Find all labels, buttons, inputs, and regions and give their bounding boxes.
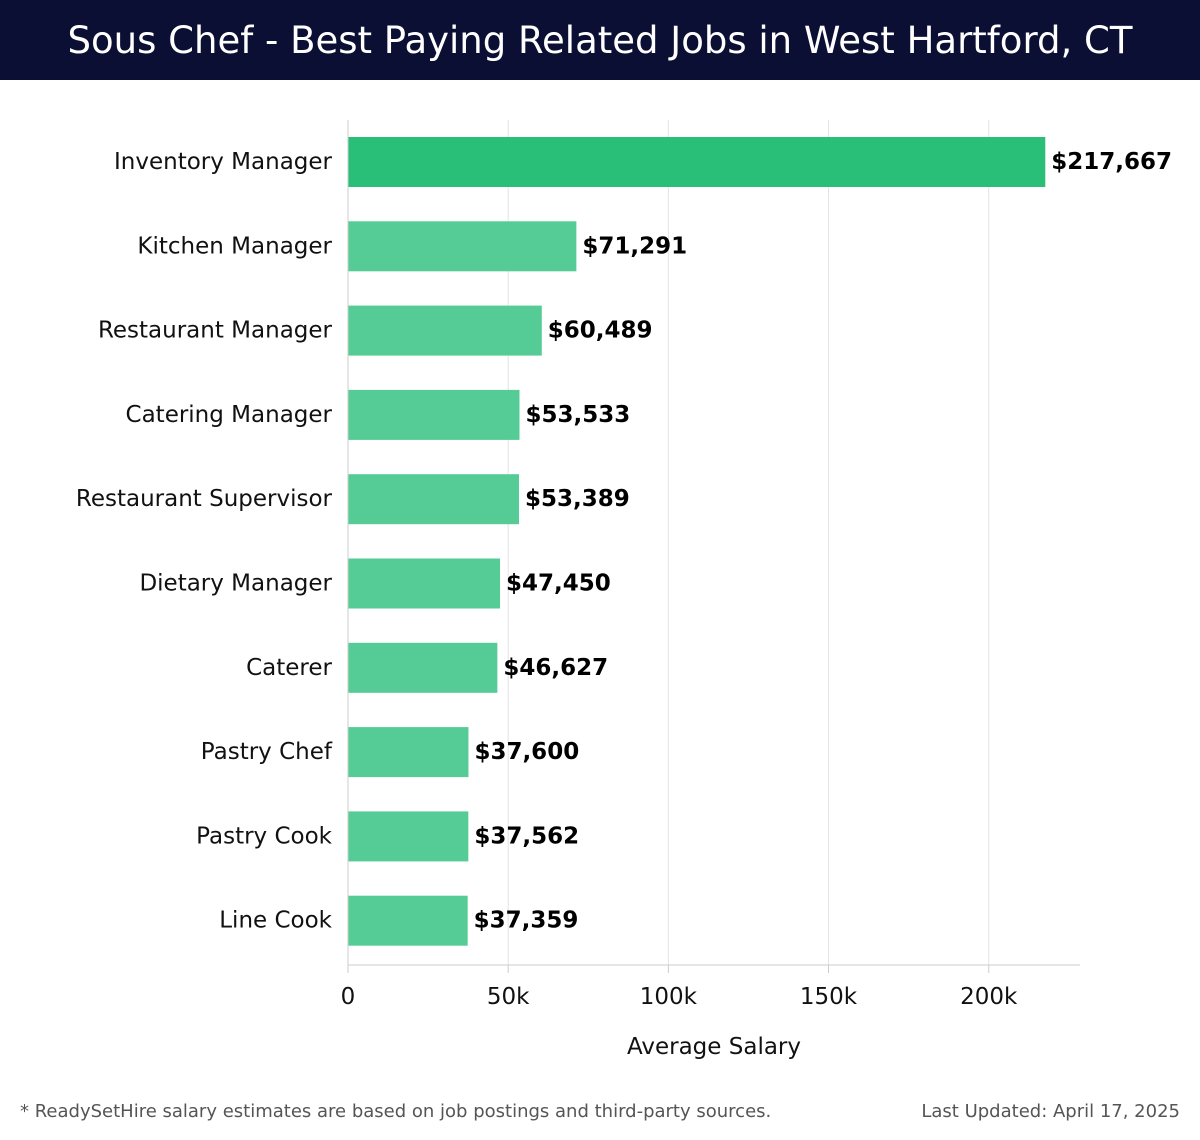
- x-tick-label: 150k: [800, 984, 858, 1010]
- category-label: Caterer: [246, 655, 332, 681]
- bar: [348, 305, 542, 356]
- x-tick-label: 100k: [640, 984, 698, 1010]
- bar: [348, 642, 498, 693]
- category-label: Restaurant Manager: [98, 318, 333, 344]
- x-tick-label: 200k: [960, 984, 1018, 1010]
- value-label: $217,667: [1051, 149, 1172, 175]
- value-label: $37,562: [474, 823, 579, 849]
- value-label: $47,450: [506, 571, 611, 597]
- category-label: Catering Manager: [126, 402, 333, 428]
- value-label: $60,489: [548, 318, 653, 344]
- bar: [348, 474, 520, 525]
- x-tick-label: 50k: [487, 984, 530, 1010]
- bar: [348, 811, 469, 862]
- value-label: $71,291: [582, 233, 687, 259]
- bar-chart: Inventory Manager $217,667 Kitchen Manager…: [76, 120, 1172, 1060]
- value-label: $53,389: [525, 486, 630, 512]
- bar: [348, 221, 577, 272]
- value-label: $37,359: [474, 908, 579, 934]
- value-label: $37,600: [474, 739, 579, 765]
- chart-title: Sous Chef - Best Paying Related Jobs in …: [67, 18, 1133, 62]
- x-axis-title: Average Salary: [627, 1034, 801, 1060]
- category-label: Inventory Manager: [114, 149, 333, 175]
- category-label: Line Cook: [219, 908, 332, 934]
- category-label: Kitchen Manager: [137, 233, 332, 259]
- bar: [348, 895, 468, 946]
- category-label: Pastry Chef: [201, 739, 333, 765]
- category-label: Restaurant Supervisor: [76, 486, 333, 512]
- x-tick-label: 0: [341, 984, 356, 1010]
- value-label: $46,627: [503, 655, 608, 681]
- last-updated: Last Updated: April 17, 2025: [921, 1101, 1180, 1122]
- value-label: $53,533: [525, 402, 630, 428]
- bar: [348, 727, 469, 778]
- bar: [348, 389, 520, 440]
- category-label: Dietary Manager: [139, 571, 332, 597]
- footer-note: * ReadySetHire salary estimates are base…: [20, 1101, 772, 1122]
- title-bar: Sous Chef - Best Paying Related Jobs in …: [0, 0, 1200, 80]
- category-label: Pastry Cook: [196, 823, 333, 849]
- bar: [348, 558, 501, 609]
- bar: [348, 137, 1046, 187]
